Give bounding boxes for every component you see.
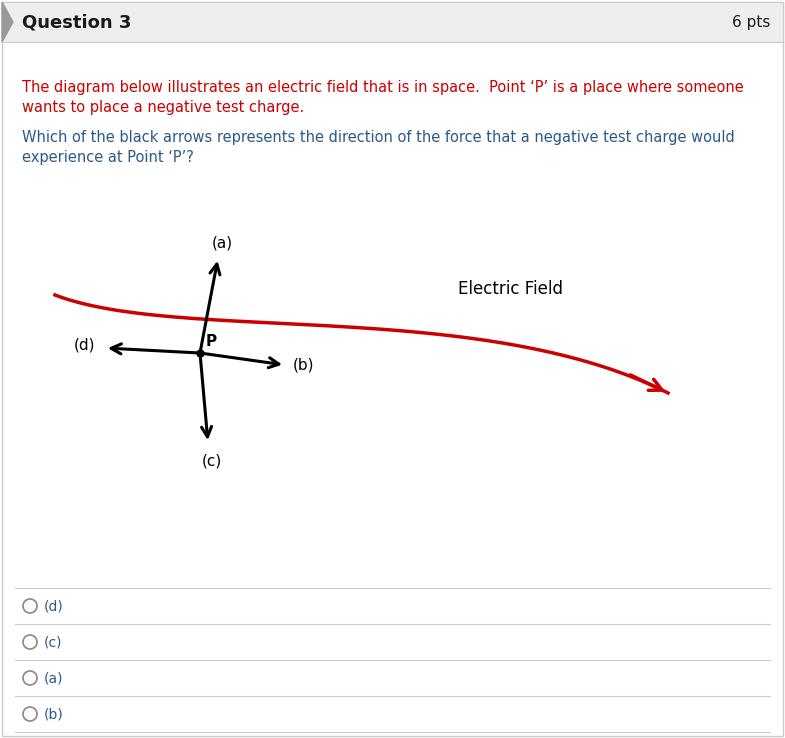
Text: (b): (b) — [44, 707, 64, 721]
Text: (a): (a) — [44, 671, 64, 685]
Text: (d): (d) — [74, 337, 95, 353]
Text: P: P — [206, 334, 217, 349]
Text: wants to place a negative test charge.: wants to place a negative test charge. — [22, 100, 305, 115]
Text: 6 pts: 6 pts — [732, 15, 770, 30]
Text: experience at Point ‘P’?: experience at Point ‘P’? — [22, 150, 194, 165]
Text: (d): (d) — [44, 599, 64, 613]
Text: (b): (b) — [293, 357, 315, 373]
Text: Question 3: Question 3 — [22, 13, 131, 31]
Text: Electric Field: Electric Field — [458, 280, 563, 298]
Bar — [2, 2, 783, 42]
Text: Which of the black arrows represents the direction of the force that a negative : Which of the black arrows represents the… — [22, 130, 735, 145]
Polygon shape — [2, 2, 13, 42]
Text: (c): (c) — [44, 635, 63, 649]
Text: The diagram below illustrates an electric field that is in space.  Point ‘P’ is : The diagram below illustrates an electri… — [22, 80, 743, 95]
Text: (c): (c) — [202, 453, 222, 468]
Text: (a): (a) — [211, 235, 232, 250]
